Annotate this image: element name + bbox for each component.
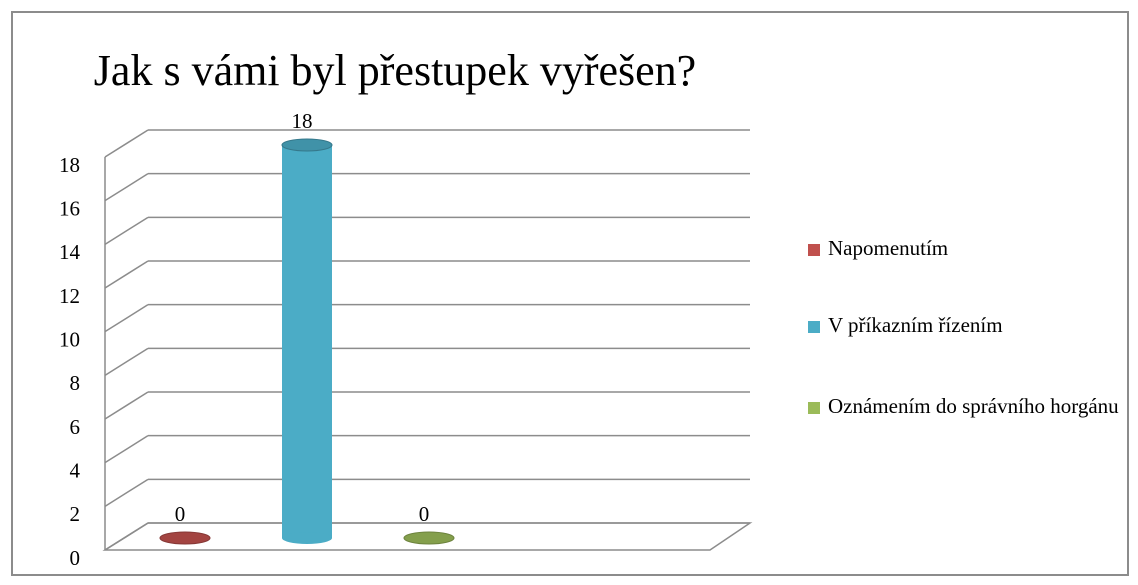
y-tick-label: 2 bbox=[70, 502, 81, 526]
legend-label-line: V příkazním řízením bbox=[828, 313, 1003, 337]
bar-bottom bbox=[282, 532, 332, 544]
data-label: 18 bbox=[292, 109, 313, 133]
legend-label: Napomenutím bbox=[828, 236, 948, 260]
legend-label: V příkazním řízením bbox=[828, 313, 1003, 337]
legend-swatch bbox=[808, 244, 820, 256]
y-tick-label: 8 bbox=[70, 371, 81, 395]
legend-label: Oznámením do správního horgánu bbox=[828, 394, 1119, 418]
grid-line bbox=[104, 173, 149, 202]
bar bbox=[159, 531, 211, 545]
legend-label-line: Napomenutím bbox=[828, 236, 948, 260]
grid-line bbox=[104, 216, 149, 245]
data-label: 0 bbox=[175, 502, 186, 526]
legend-swatch bbox=[808, 321, 820, 333]
chart-title: Jak s vámi byl přestupek vyřešen? bbox=[94, 46, 696, 95]
y-tick-label: 0 bbox=[70, 546, 81, 570]
bar-top bbox=[159, 531, 211, 545]
bar bbox=[403, 531, 455, 545]
grid-line bbox=[104, 347, 149, 376]
grid-line bbox=[104, 129, 149, 158]
y-tick-label: 6 bbox=[70, 415, 81, 439]
y-tick-label: 18 bbox=[59, 153, 80, 177]
y-tick-label: 16 bbox=[59, 196, 80, 220]
data-label: 0 bbox=[419, 502, 430, 526]
grid-line bbox=[104, 260, 149, 289]
bar bbox=[281, 138, 333, 544]
y-tick-label: 12 bbox=[59, 284, 80, 308]
grid-line bbox=[104, 435, 149, 464]
bar-top bbox=[403, 531, 455, 545]
y-tick-label: 10 bbox=[59, 327, 80, 351]
chart-border bbox=[11, 11, 1129, 576]
bar-body bbox=[282, 145, 332, 538]
y-tick-label: 14 bbox=[59, 240, 81, 264]
grid-line bbox=[104, 391, 149, 420]
y-tick-label: 4 bbox=[70, 458, 81, 482]
legend-swatch bbox=[808, 402, 820, 414]
grid-line bbox=[104, 478, 149, 507]
grid-line bbox=[104, 522, 149, 551]
legend-label-line: Oznámením do správního horgánu bbox=[828, 394, 1119, 418]
grid-line bbox=[104, 304, 149, 333]
bar-top bbox=[281, 138, 333, 152]
